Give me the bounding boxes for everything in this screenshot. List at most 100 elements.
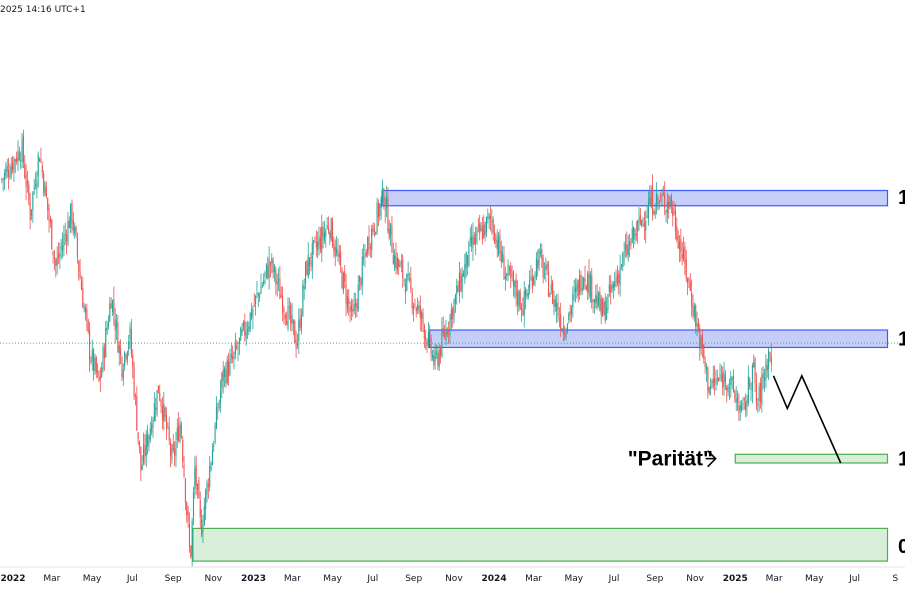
candle-body	[64, 234, 66, 236]
candle-376	[508, 265, 510, 276]
candle-body	[168, 427, 170, 441]
candle-90	[122, 363, 124, 386]
candle-body	[102, 346, 104, 370]
candle-body	[498, 236, 500, 254]
candle-body	[18, 152, 20, 161]
candle-52	[71, 199, 73, 233]
candle-body	[637, 220, 639, 232]
candle-307	[415, 306, 417, 318]
candle-497	[672, 200, 674, 227]
candle-386	[522, 297, 524, 317]
candle-body	[650, 190, 652, 207]
candle-body	[466, 255, 469, 266]
candle-543	[734, 389, 736, 403]
candle-body	[579, 275, 581, 294]
candle-body	[525, 288, 527, 298]
candle-541	[731, 376, 733, 390]
candle-body	[589, 274, 591, 297]
candle-body	[426, 340, 428, 348]
candle-body	[728, 387, 730, 388]
candle-body	[616, 275, 618, 285]
candle-body	[257, 293, 259, 296]
candle-body	[326, 224, 328, 229]
candle-400	[541, 243, 543, 269]
candle-body	[110, 303, 112, 309]
candle-146	[198, 476, 200, 500]
candle-403	[545, 257, 547, 283]
edge-label-0: 1	[898, 187, 905, 209]
candle-body	[604, 301, 606, 322]
candle-287	[388, 220, 390, 240]
candle-409	[553, 290, 555, 316]
candle-101	[137, 432, 139, 446]
candle-562	[759, 377, 762, 409]
zone-resistance-upper	[381, 189, 889, 207]
candle-344	[465, 251, 467, 278]
candle-body	[215, 406, 217, 429]
candle-body	[635, 233, 637, 236]
candle-body	[121, 357, 123, 377]
candle-547	[739, 400, 741, 421]
candle-254	[344, 264, 346, 289]
candle-352	[476, 226, 478, 245]
candle-439	[593, 298, 595, 314]
candle-body	[144, 445, 146, 456]
candle-26	[36, 170, 38, 199]
candle-body	[591, 275, 593, 303]
candle-545	[736, 390, 739, 411]
candle-body	[51, 219, 53, 250]
candle-255	[345, 274, 347, 317]
candle-567	[766, 358, 768, 378]
candle-53	[72, 211, 74, 236]
candle-body	[331, 221, 334, 247]
candle-489	[661, 188, 663, 207]
x-tick-label-16: Sep	[646, 574, 663, 584]
candle-body	[367, 237, 369, 254]
candle-body	[682, 247, 685, 260]
candle-body	[342, 272, 344, 292]
candle-61	[83, 302, 85, 313]
candle-455	[615, 269, 617, 288]
candle-34	[47, 197, 49, 221]
candle-body	[460, 275, 462, 291]
candle-body	[631, 228, 633, 243]
x-tick-label-0: 2022	[0, 574, 25, 584]
candle-167	[226, 355, 228, 385]
candle-94	[128, 335, 130, 356]
candle-body	[417, 305, 419, 311]
candle-174	[236, 339, 238, 351]
candle-151	[205, 488, 207, 521]
candle-391	[529, 270, 531, 295]
candle-308	[417, 297, 419, 314]
candle-82	[111, 299, 114, 317]
candle-13	[18, 146, 20, 162]
candle-body	[302, 284, 304, 316]
candle-body	[9, 176, 11, 178]
candle-body	[624, 244, 627, 251]
candle-body	[523, 290, 525, 315]
chart-timestamp: 2025 14:16 UTC+1	[0, 5, 86, 15]
candle-body	[600, 298, 602, 315]
candle-body	[111, 300, 114, 313]
candle-body	[261, 285, 263, 287]
candle-285	[385, 185, 388, 218]
candle-91	[124, 350, 126, 371]
candle-477	[645, 210, 647, 244]
candle-body	[557, 302, 559, 317]
candle-164	[222, 361, 224, 394]
candle-351	[475, 226, 477, 255]
candle-153	[207, 478, 209, 499]
candle-410	[554, 295, 556, 313]
candle-body	[442, 327, 444, 334]
candle-561	[758, 382, 760, 412]
candle-body	[287, 306, 289, 329]
candle-243	[329, 230, 331, 245]
candle-body	[71, 202, 73, 224]
candle-body	[507, 264, 509, 276]
candle-body	[44, 183, 46, 196]
candle-body	[103, 347, 105, 359]
candle-505	[682, 236, 685, 262]
candle-body	[222, 369, 224, 381]
candle-body	[412, 305, 415, 310]
